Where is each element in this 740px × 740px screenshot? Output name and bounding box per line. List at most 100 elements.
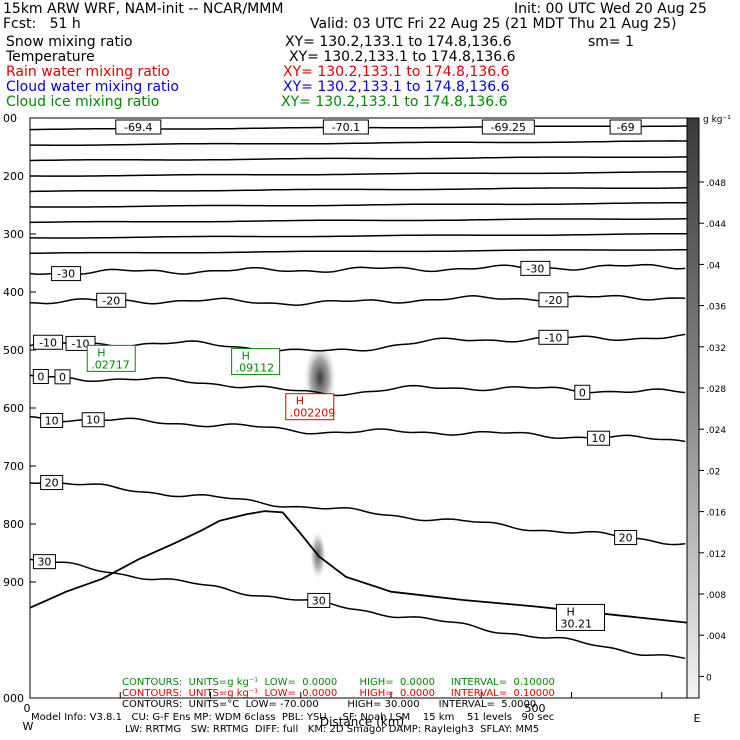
colorbar-tick-label: .008	[706, 591, 726, 601]
extremum-box	[231, 348, 281, 376]
contour-label: 30	[312, 594, 326, 607]
contour-label-box	[587, 430, 611, 446]
isotherm-10	[30, 415, 686, 443]
isotherm-label: -70.1	[332, 121, 360, 134]
y-tick-label: 200	[3, 170, 24, 183]
isotherm--10	[30, 333, 686, 353]
model-info-line-2: LW: RRTMG SW: RRTMG DIFF: full KM: 2D Sm…	[125, 724, 540, 735]
contour-label: -10	[72, 337, 90, 350]
contour-label-box	[96, 292, 127, 308]
smoothing-label: sm= 1	[588, 34, 635, 50]
contour-label-box	[81, 412, 105, 428]
model-title: 15km ARW WRF, NAM-init -- NCAR/MMM	[3, 1, 284, 17]
contour-label: -10	[39, 336, 57, 349]
contour-label: -20	[102, 294, 120, 307]
colorbar-tick-label: .016	[706, 509, 726, 519]
contours-temperature: CONTOURS: UNITS=°C LOW= -70.000 HIGH= 30…	[122, 699, 537, 710]
contours-rain-water: CONTOURS: UNITS=g kg⁻¹ LOW= 0.0000 HIGH=…	[122, 688, 555, 699]
colorbar-tick-label: 0	[706, 673, 712, 683]
extremum-letter: H	[242, 350, 250, 363]
isotherm--30	[30, 263, 686, 275]
x-axis-east-letter: E	[694, 712, 701, 725]
contour-label: -30	[57, 268, 75, 281]
contours-cloud-ice: CONTOURS: UNITS=g kg⁻¹ LOW= 0.0000 HIGH=…	[122, 677, 555, 688]
field-xy-cloud-ice: XY= 130.2,133.1 to 174.8,136.6	[281, 94, 508, 110]
colorbar	[686, 117, 700, 699]
isotherm-upper	[30, 171, 687, 177]
extremum-box	[556, 603, 606, 631]
contour-label-box	[538, 329, 569, 345]
colorbar-tick-label: .012	[706, 550, 726, 560]
contour-label-box	[54, 369, 71, 385]
contour-label: 10	[45, 414, 59, 427]
field-xy-rain: XY= 130.2,133.1 to 174.8,136.6	[283, 64, 510, 80]
contour-label: 20	[45, 477, 59, 490]
y-tick-label: 700	[3, 460, 24, 473]
isotherm-30	[30, 558, 686, 660]
colorbar-tick-label: .044	[706, 220, 726, 230]
contour-label-box	[574, 384, 591, 400]
colorbar-tick-label: .004	[706, 632, 726, 642]
field-name-snow: Snow mixing ratio	[6, 34, 133, 50]
field-name-cloud-ice: Cloud ice mixing ratio	[6, 94, 160, 110]
field-name-temperature: Temperature	[6, 49, 95, 65]
contour-label: 0	[59, 371, 66, 384]
contour-label-box	[32, 554, 56, 570]
forecast-hour: Fcst: 51 h	[3, 16, 81, 32]
contour-label-box	[40, 412, 64, 428]
extremum-value: .02717	[91, 358, 130, 371]
contour-label: 10	[592, 432, 606, 445]
extremum-letter: H	[567, 605, 575, 618]
colorbar-tick-label: .04	[706, 261, 721, 271]
contour-label: 30	[37, 556, 51, 569]
y-tick-label: 000	[3, 692, 24, 705]
contour-label: -30	[526, 262, 544, 275]
field-name-cloud-water: Cloud water mixing ratio	[6, 79, 179, 95]
colorbar-tick-label: .036	[706, 303, 726, 313]
isotherm-upper	[30, 202, 687, 208]
isotherm-upper	[30, 140, 687, 146]
contour-label-box	[538, 292, 569, 308]
colorbar-tick-label: .02	[706, 467, 720, 477]
contour-label-box	[614, 530, 638, 546]
contour-label: -10	[544, 331, 562, 344]
extremum-value: .09112	[236, 362, 275, 375]
isotherm-label-box	[609, 119, 642, 135]
isotherm-upper	[30, 187, 687, 193]
isotherm-upper	[30, 218, 687, 224]
field-xy-cloud-water: XY= 130.2,133.1 to 174.8,136.6	[283, 79, 510, 95]
isotherm-upper	[30, 232, 687, 239]
isotherm--20	[30, 294, 686, 306]
extremum-box	[285, 393, 335, 421]
x-tick-label: 500	[525, 702, 546, 715]
extremum-letter: H	[296, 395, 304, 408]
contour-label-box	[307, 592, 331, 608]
field-name-rain: Rain water mixing ratio	[6, 64, 170, 80]
isotherm-label: -69	[617, 121, 635, 134]
contour-label-box	[40, 475, 64, 491]
valid-time: Valid: 03 UTC Fri 22 Aug 25 (21 MDT Thu …	[310, 16, 677, 32]
isotherm-upper	[30, 248, 687, 255]
y-tick-label: 00	[3, 112, 17, 125]
extremum-value: 30.21	[561, 617, 593, 630]
isotherm-upper	[30, 156, 687, 162]
x-tick-label: 0	[24, 702, 31, 715]
isotherm-label: -69.4	[124, 121, 152, 134]
isotherm-label-box	[481, 119, 535, 135]
contour-label-box	[520, 260, 551, 276]
field-xy-snow: XY= 130.2,133.1 to 174.8,136.6	[285, 34, 512, 50]
contour-label: 20	[619, 532, 633, 545]
x-axis-title: Distance (km)	[320, 715, 404, 729]
contour-label: 0	[37, 371, 44, 384]
y-tick-label: 400	[3, 286, 24, 299]
x-axis-west-letter: W	[23, 720, 34, 733]
init-time: Init: 00 UTC Wed 20 Aug 25	[514, 1, 707, 17]
y-tick-label: 800	[3, 518, 24, 531]
isotherm-label-box	[115, 119, 162, 135]
isotherm-label: -69.25	[491, 121, 526, 134]
contour-label-box	[32, 369, 49, 385]
y-tick-label: 300	[3, 228, 24, 241]
model-info-line-1: Model Info: V3.8.1 CU: G-F Ens MP: WDM 6…	[31, 712, 555, 723]
colorbar-tick-label: .028	[706, 385, 726, 395]
extremum-value: .002209	[290, 407, 336, 420]
